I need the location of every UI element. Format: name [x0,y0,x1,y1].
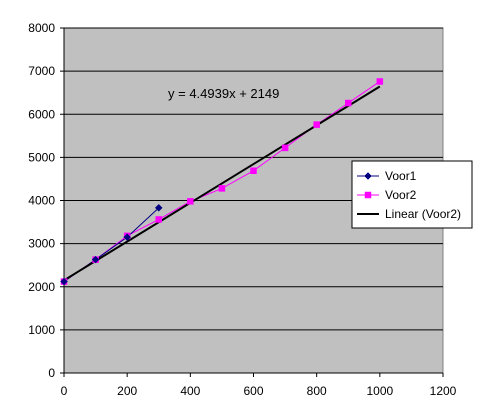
point-voor2-9 [345,99,352,107]
y-tick-label-2: 2000 [28,280,55,294]
y-tick-label-6: 6000 [28,107,55,121]
trendline [63,85,381,282]
y-tick-label-4: 4000 [28,194,55,208]
y-tick-label-1: 1000 [28,323,55,337]
legend-marker-voor1 [364,172,372,180]
legend: Voor1 Voor2 Linear (Voor2) [351,160,473,229]
point-voor2-8 [313,121,320,128]
legend-label-linear-voor2: Linear (Voor2) [385,207,461,221]
point-voor2-6 [250,167,257,174]
series-layer [60,78,384,286]
x-tick-label-1: 200 [117,384,137,398]
legend-label-voor1: Voor1 [385,169,417,183]
point-voor1-0 [60,277,68,286]
legend-label-voor2: Voor2 [385,188,417,202]
y-tick-label-5: 5000 [28,150,55,164]
point-voor2-7 [281,144,289,152]
x-tick-label-2: 400 [180,384,200,398]
point-voor2-10 [376,78,384,85]
y-tick-label-3: 3000 [28,237,55,251]
x-tick-label-3: 600 [243,384,263,398]
x-tick-label-6: 1200 [430,384,457,398]
x-tick-label-0: 0 [61,384,68,398]
point-voor2-5 [218,185,226,192]
point-voor2-3 [155,216,162,223]
point-voor2-4 [187,198,194,205]
point-voor1-1 [91,255,100,264]
y-tick-label-7: 7000 [28,64,55,78]
x-tick-label-4: 800 [307,384,327,398]
point-voor1-3 [154,203,163,212]
y-tick-label-8: 8000 [28,21,55,35]
trendline-equation: y = 4.4939x + 2149 [168,86,279,101]
x-tick-label-5: 1000 [366,384,393,398]
axes: 0 1000 2000 3000 4000 5000 6000 7000 8000 0 200 400… [28,21,456,398]
point-voor1-2 [123,233,132,242]
legend-marker-voor2 [364,191,372,199]
y-tick-label-0: 0 [48,366,55,380]
